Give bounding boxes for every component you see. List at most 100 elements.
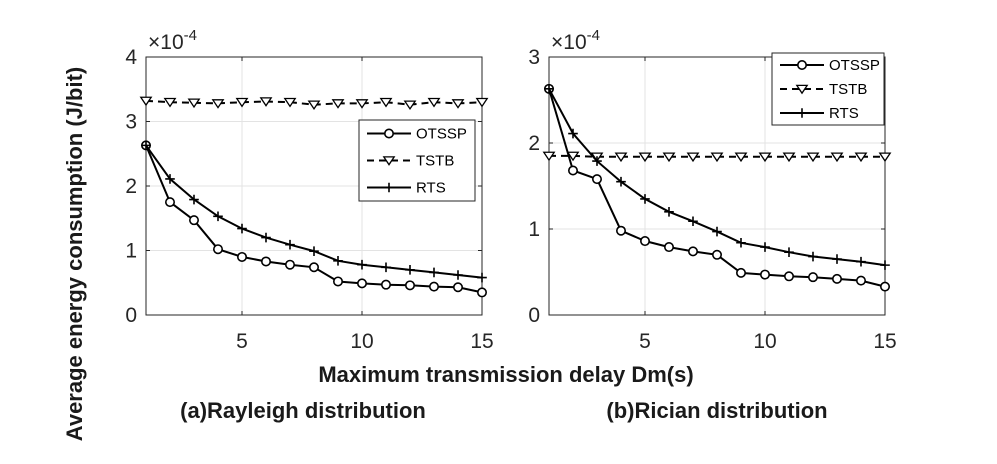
- data-point-triangle: [403, 100, 417, 111]
- axis-exponent-label: ×10-4: [551, 27, 600, 54]
- data-point-plus: [736, 237, 746, 248]
- data-point-plus: [784, 247, 794, 258]
- data-point-triangle: [782, 152, 796, 163]
- data-point-triangle: [475, 97, 489, 108]
- series-tstb: [542, 151, 892, 163]
- data-point-plus: [381, 262, 391, 273]
- exponent-power: -4: [587, 27, 600, 44]
- data-point-circle: [356, 278, 367, 289]
- data-point-triangle: [662, 152, 676, 163]
- data-point-triangle: [710, 152, 724, 163]
- data-point-triangle: [139, 96, 153, 107]
- data-point-plus: [141, 140, 151, 151]
- y-tick-label: 3: [125, 111, 137, 134]
- series-rts: [141, 140, 487, 283]
- data-point-circle: [796, 59, 807, 70]
- legend-label: OTSSP: [416, 126, 467, 143]
- axes-frame: [548, 56, 886, 316]
- data-point-plus: [477, 272, 487, 283]
- data-point-triangle: [331, 99, 345, 109]
- data-point-triangle: [734, 152, 748, 163]
- data-point-triangle: [830, 152, 844, 163]
- data-point-triangle: [566, 151, 580, 162]
- legend-label: RTS: [829, 105, 859, 122]
- series-rts: [544, 84, 890, 270]
- x-tick-label: 5: [639, 330, 651, 353]
- x-tick-label: 10: [350, 330, 373, 353]
- data-point-plus: [568, 128, 578, 139]
- data-point-triangle: [379, 97, 393, 108]
- data-point-circle: [663, 242, 674, 253]
- data-point-circle: [404, 280, 415, 291]
- data-point-triangle: [211, 99, 225, 109]
- data-point-triangle: [355, 99, 369, 109]
- axis-exponent-label: ×10-4: [148, 27, 197, 54]
- exponent-base: ×10: [148, 31, 184, 54]
- data-point-circle: [428, 281, 439, 292]
- caption-a: (a)Rayleigh distribution: [180, 398, 426, 423]
- data-point-circle: [383, 128, 394, 139]
- data-point-circle: [567, 165, 578, 176]
- data-point-plus: [405, 265, 415, 275]
- data-point-triangle: [382, 156, 396, 166]
- data-point-triangle: [614, 152, 628, 163]
- data-point-plus: [333, 256, 343, 266]
- legend-label: TSTB: [829, 81, 867, 98]
- data-point-plus: [261, 232, 271, 243]
- data-point-plus: [384, 182, 394, 193]
- legend: OTSSP TSTB RTS: [771, 52, 885, 126]
- data-point-circle: [260, 256, 271, 267]
- data-point-circle: [615, 225, 626, 236]
- x-axis-label: Maximum transmission delay Dm(s): [318, 362, 693, 387]
- data-point-circle: [213, 244, 224, 255]
- data-point-triangle: [795, 84, 809, 95]
- data-point-triangle: [451, 99, 465, 109]
- data-point-plus: [856, 256, 866, 267]
- legend-label: RTS: [416, 180, 446, 197]
- data-point-circle: [783, 271, 794, 282]
- data-point-circle: [284, 259, 295, 270]
- x-tick-label: 15: [470, 330, 493, 353]
- data-point-plus: [213, 211, 223, 222]
- data-point-circle: [711, 249, 722, 260]
- data-point-triangle: [878, 152, 892, 163]
- data-point-circle: [165, 197, 176, 208]
- legend-label: OTSSP: [829, 57, 880, 74]
- data-point-plus: [357, 259, 367, 270]
- data-point-plus: [832, 254, 842, 264]
- data-point-triangle: [638, 152, 652, 163]
- y-tick-label: 0: [528, 304, 540, 327]
- data-point-triangle: [758, 152, 772, 163]
- y-tick-label: 0: [125, 304, 137, 327]
- data-point-circle: [476, 287, 487, 298]
- x-tick-label: 15: [873, 330, 896, 353]
- data-point-triangle: [686, 152, 700, 163]
- data-point-circle: [759, 269, 770, 280]
- data-point-triangle: [163, 97, 177, 108]
- exponent-base: ×10: [551, 31, 587, 54]
- chart-rayleigh: 5 10 15 0 1 2 3 4 ×10-4 OTSSP TSTB RTS: [125, 27, 493, 353]
- y-tick-label: 1: [528, 218, 540, 241]
- series-otssp: [543, 83, 890, 292]
- data-point-triangle: [235, 97, 249, 108]
- data-point-circle: [452, 282, 463, 293]
- data-point-circle: [855, 275, 866, 286]
- data-point-circle: [807, 272, 818, 283]
- data-point-plus: [808, 251, 818, 262]
- data-point-plus: [664, 207, 674, 217]
- data-point-circle: [332, 276, 343, 287]
- data-point-triangle: [427, 97, 441, 108]
- data-point-plus: [616, 176, 626, 187]
- y-tick-label: 2: [125, 175, 137, 198]
- x-tick-label: 10: [753, 330, 776, 353]
- data-point-plus: [189, 194, 199, 205]
- data-point-circle: [687, 246, 698, 257]
- data-point-plus: [453, 270, 463, 280]
- chart-rician: 5 10 15 0 1 2 3 ×10-4 OTSSP TSTB RTS: [528, 27, 896, 353]
- data-point-plus: [712, 226, 722, 237]
- exponent-power: -4: [184, 27, 197, 44]
- y-axis-label: Average energy consumption (J/bit): [62, 67, 87, 441]
- y-tick-label: 3: [528, 46, 540, 69]
- data-point-triangle: [283, 97, 297, 108]
